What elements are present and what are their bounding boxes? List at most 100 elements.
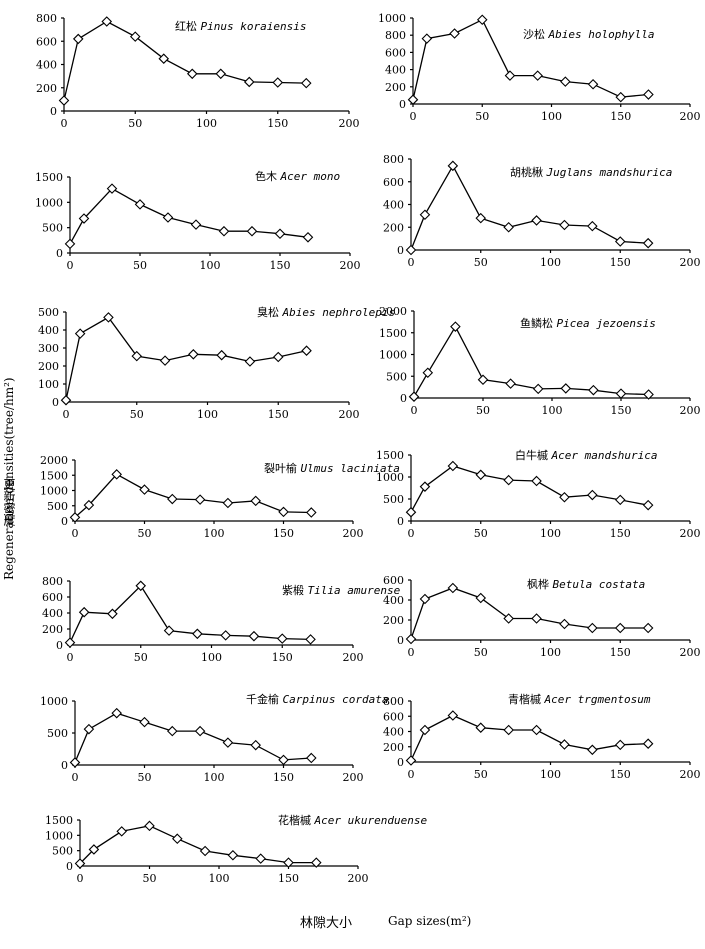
x-tick-label: 0 (411, 404, 418, 417)
x-tick-label: 100 (200, 259, 221, 272)
species-latin-name: Acer ukurenduense (314, 814, 428, 827)
series-line (410, 587, 649, 640)
data-point-marker (475, 722, 487, 733)
data-point-marker (246, 225, 258, 237)
x-tick-label: 200 (348, 872, 369, 885)
x-tick-label: 100 (209, 872, 230, 885)
x-tick-label: 200 (680, 110, 701, 123)
x-tick-label: 0 (77, 872, 84, 885)
series-line (413, 325, 649, 398)
x-tick-label: 50 (143, 872, 157, 885)
chart-panel-5: 0 100 200 300 400 500 0 50 100 150 200 臭松 Abies nep… (38, 305, 395, 421)
series-line (65, 316, 307, 401)
y-tick-label: 600 (383, 176, 404, 189)
x-tick-label: 200 (343, 527, 364, 540)
data-point-marker (300, 77, 312, 89)
y-tick-label: 800 (42, 575, 63, 588)
y-tick-label: 600 (42, 591, 63, 604)
data-point-marker (278, 754, 289, 766)
x-tick-label: 50 (474, 646, 488, 659)
chart-title: 花楷槭 Acer ukurenduense (278, 813, 427, 827)
data-point-marker (283, 857, 294, 868)
y-tick-label: 0 (400, 392, 407, 405)
chart-panel-1: 0 200 400 600 800 0 50 100 150 200 红松 Pinus koraie… (36, 12, 360, 130)
x-tick-label: 200 (343, 771, 364, 784)
data-point-marker (559, 219, 570, 231)
data-point-marker (278, 506, 289, 518)
species-latin-name: Acer mono (280, 170, 341, 183)
data-point-marker (243, 76, 255, 88)
data-point-marker (532, 70, 543, 81)
data-point-marker (559, 618, 570, 630)
chart-title: 红松 Pinus koraiensis (175, 19, 306, 33)
data-point-marker (559, 491, 570, 503)
data-point-marker (503, 724, 514, 736)
data-point-marker (405, 244, 417, 256)
chart-panel-8: 0 500 1000 1500 0 50 100 150 200 白牛槭 Acer mandshu… (376, 448, 701, 540)
data-point-marker (301, 345, 312, 356)
x-tick-label: 100 (204, 527, 225, 540)
y-tick-label: 1500 (376, 449, 404, 462)
x-tick-label: 50 (475, 110, 489, 123)
x-tick-label: 200 (680, 527, 701, 540)
data-point-marker (475, 212, 487, 224)
data-point-marker (144, 820, 155, 832)
chart-panel-2: 0 200 400 600 800 1000 0 50 100 150 200 沙松 Abies ho… (378, 12, 701, 123)
x-tick-label: 150 (268, 408, 289, 421)
data-point-marker (305, 634, 316, 645)
series-line (74, 473, 312, 518)
data-point-marker (449, 28, 460, 39)
data-point-marker (615, 91, 627, 103)
y-tick-label: 400 (383, 199, 404, 212)
data-point-marker (159, 355, 171, 366)
species-latin-name: Acer mandshurica (551, 449, 658, 462)
data-point-marker (615, 388, 627, 399)
data-point-marker (60, 394, 72, 406)
data-point-marker (167, 725, 178, 737)
x-tick-label: 150 (610, 110, 631, 123)
y-tick-label: 500 (47, 500, 68, 513)
data-point-marker (503, 221, 514, 233)
series-line (69, 187, 309, 245)
data-point-marker (447, 582, 459, 594)
data-point-marker (447, 160, 459, 172)
y-tick-label: 1000 (45, 829, 73, 842)
data-point-marker (129, 31, 141, 42)
y-tick-label: 1000 (376, 471, 404, 484)
y-tick-label: 400 (383, 594, 404, 607)
species-chinese-name: 裂叶榆 (264, 461, 301, 475)
x-tick-label: 200 (680, 768, 701, 781)
data-point-marker (83, 723, 95, 735)
species-latin-name: Pinus koraiensis (201, 20, 307, 33)
x-tick-label: 50 (138, 771, 152, 784)
data-point-marker (135, 580, 147, 592)
species-chinese-name: 沙松 (523, 27, 549, 41)
data-point-marker (272, 77, 284, 88)
data-point-marker (106, 183, 118, 194)
series-line (410, 164, 649, 251)
y-tick-label: 200 (383, 741, 404, 754)
x-tick-label: 50 (133, 259, 147, 272)
chart-title: 沙松 Abies holophylla (523, 27, 654, 41)
x-tick-label: 0 (408, 646, 415, 659)
chart-title: 青楷槭 Acer trgmentosum (508, 692, 651, 706)
x-tick-label: 200 (339, 117, 360, 130)
x-tick-label: 100 (540, 768, 561, 781)
y-tick-label: 0 (397, 756, 404, 769)
data-point-marker (188, 349, 199, 360)
chart-panel-6: 0 500 1000 1500 2000 0 50 100 150 200 鱼鳞松 Picea je… (379, 305, 701, 417)
y-axis-label-english: Regeneration densities(tree/hm²) (2, 377, 16, 580)
y-tick-label: 200 (383, 221, 404, 234)
x-tick-label: 150 (611, 404, 632, 417)
data-point-marker (642, 622, 654, 634)
y-tick-label: 0 (61, 759, 68, 772)
data-point-marker (475, 592, 487, 604)
data-point-marker (190, 219, 202, 230)
x-tick-label: 100 (201, 651, 222, 664)
y-tick-label: 500 (386, 370, 407, 383)
data-point-marker (311, 857, 322, 868)
x-tick-label: 0 (408, 527, 415, 540)
x-tick-label: 50 (474, 768, 488, 781)
data-point-marker (215, 68, 227, 80)
y-tick-label: 1500 (40, 469, 68, 482)
